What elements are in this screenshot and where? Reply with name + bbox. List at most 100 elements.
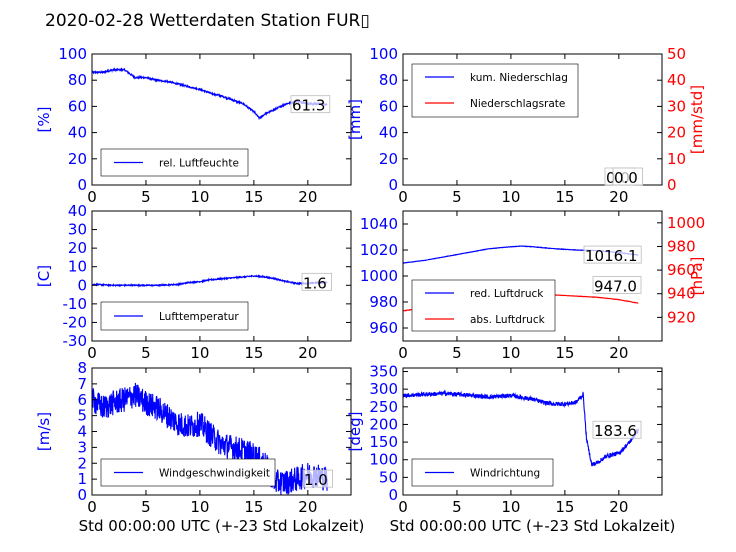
y-tick-label: -10 (63, 295, 88, 313)
legend-entry: Windrichtung (470, 468, 540, 480)
value-annotation-box (290, 95, 331, 114)
y-axis-label: [%] (35, 107, 53, 133)
value-annotation: 1.0 (304, 471, 328, 489)
y2-tick-label: 980 (667, 237, 696, 255)
y-tick-label: 1040 (360, 215, 398, 233)
x-tick-label: 20 (298, 188, 317, 206)
chart-panel-4: 0 5 10 15 20 960 980 1000 1020 1040 920 940 960 980 10… (360, 210, 706, 362)
y-tick-label: 300 (369, 380, 398, 398)
value-annotation: 1016.1 (585, 247, 638, 265)
x-axis-label: Std 00:00:00 UTC (+-23 Std Lokalzeit) (390, 517, 676, 535)
y-tick-label: 5 (77, 407, 87, 425)
y-tick-label: 980 (369, 293, 398, 311)
y-tick-label: 40 (379, 124, 398, 142)
y-tick-label: 1020 (360, 241, 398, 259)
y2-tick-label: 1000 (667, 214, 705, 232)
value-annotation-box (302, 469, 334, 488)
x-tick-label: 10 (190, 188, 209, 206)
y-tick-label: 80 (68, 71, 87, 89)
y-tick-label: 0 (77, 176, 87, 194)
y-tick-label: 30 (68, 221, 87, 239)
y-tick-label: 20 (68, 239, 87, 257)
y2-tick-label: 10 (667, 150, 686, 168)
y-tick-label: 6 (77, 391, 87, 409)
x-tick-label: 10 (501, 188, 520, 206)
y-tick-label: 20 (379, 150, 398, 168)
y2-axis-label: [mm/std] (688, 85, 706, 154)
legend-entry: Niederschlagsrate (470, 98, 565, 110)
legend-entry: Windgeschwindigkeit (159, 468, 270, 480)
y2-tick-label: 960 (667, 261, 696, 279)
plot-frame (91, 210, 352, 342)
chart-panel-1: 0 5 10 15 20 0 20 40 60 80 100 [%] rel. Luftfeuchte 6… (35, 45, 352, 206)
y-tick-label: 350 (369, 363, 398, 381)
x-tick-label: 10 (501, 344, 520, 362)
value-annotation-box (592, 420, 642, 439)
y2-tick-label: 940 (667, 285, 696, 303)
x-tick-label: 15 (244, 498, 263, 516)
y-tick-label: 3 (77, 438, 87, 456)
x-tick-label: 10 (190, 344, 209, 362)
y-tick-label: 250 (369, 398, 398, 416)
y2-tick-label: 40 (667, 71, 686, 89)
y2-tick-label: 0 (667, 176, 677, 194)
x-axis-label: Std 00:00:00 UTC (+-23 Std Lokalzeit) (79, 517, 365, 535)
y2-axis-label: [hPa] (688, 257, 706, 296)
y-tick-label: 60 (68, 97, 87, 115)
y-tick-label: 100 (369, 451, 398, 469)
y-tick-label: 0 (388, 176, 398, 194)
series-line-1 (92, 67, 328, 121)
x-tick-label: 20 (609, 498, 628, 516)
x-tick-label: 20 (298, 498, 317, 516)
y-tick-label: 80 (379, 71, 398, 89)
series-line-1 (92, 382, 328, 495)
y2-tick-label: 30 (667, 97, 686, 115)
value-annotation: 0.0 (614, 169, 638, 187)
y-axis-label: [mm] (346, 99, 364, 140)
y-tick-label: 200 (369, 415, 398, 433)
x-tick-label: 0 (87, 498, 97, 516)
x-tick-label: 5 (141, 344, 151, 362)
legend-entry: red. Luftdruck (470, 288, 544, 300)
legend-entry: rel. Luftfeuchte (159, 158, 239, 170)
legend-box (411, 63, 579, 118)
x-tick-label: 0 (87, 188, 97, 206)
y-tick-label: 10 (68, 258, 87, 276)
y-tick-label: 60 (379, 97, 398, 115)
y-axis-label: [C] (35, 265, 53, 287)
value-annotation-box (612, 167, 644, 186)
x-tick-label: 15 (555, 498, 574, 516)
y-axis-label: [m/s] (35, 412, 53, 451)
x-tick-label: 10 (190, 498, 209, 516)
plot-frame (402, 367, 663, 496)
chart-panel-3: 0 5 10 15 20-30-20-10010203040[C]Lufttempera… (35, 202, 352, 362)
value-annotation-box (301, 272, 333, 291)
x-tick-label: 15 (244, 344, 263, 362)
legend-entry: Lufttemperatur (159, 311, 239, 323)
y-tick-label: 960 (369, 319, 398, 337)
x-tick-label: 20 (609, 188, 628, 206)
x-tick-label: 5 (452, 188, 462, 206)
x-tick-label: 20 (609, 344, 628, 362)
x-tick-label: 0 (398, 188, 408, 206)
legend-entry: abs. Luftdruck (470, 314, 546, 326)
y-tick-label: 8 (77, 359, 87, 377)
y-tick-label: 40 (68, 202, 87, 220)
y-tick-label: 1 (77, 470, 87, 488)
y-tick-label: 0 (388, 486, 398, 504)
x-tick-label: 0 (87, 344, 97, 362)
series-line-1 (403, 389, 639, 467)
x-tick-label: 15 (244, 188, 263, 206)
plot-frame (402, 53, 663, 186)
y-tick-label: 4 (77, 423, 87, 441)
y2-tick-label: 50 (667, 45, 686, 63)
y-tick-label: -20 (63, 313, 88, 331)
legend-box (100, 301, 249, 331)
y2-tick-label: 920 (667, 308, 696, 326)
value-annotation: 61.3 (292, 97, 325, 115)
y-tick-label: 7 (77, 375, 87, 393)
